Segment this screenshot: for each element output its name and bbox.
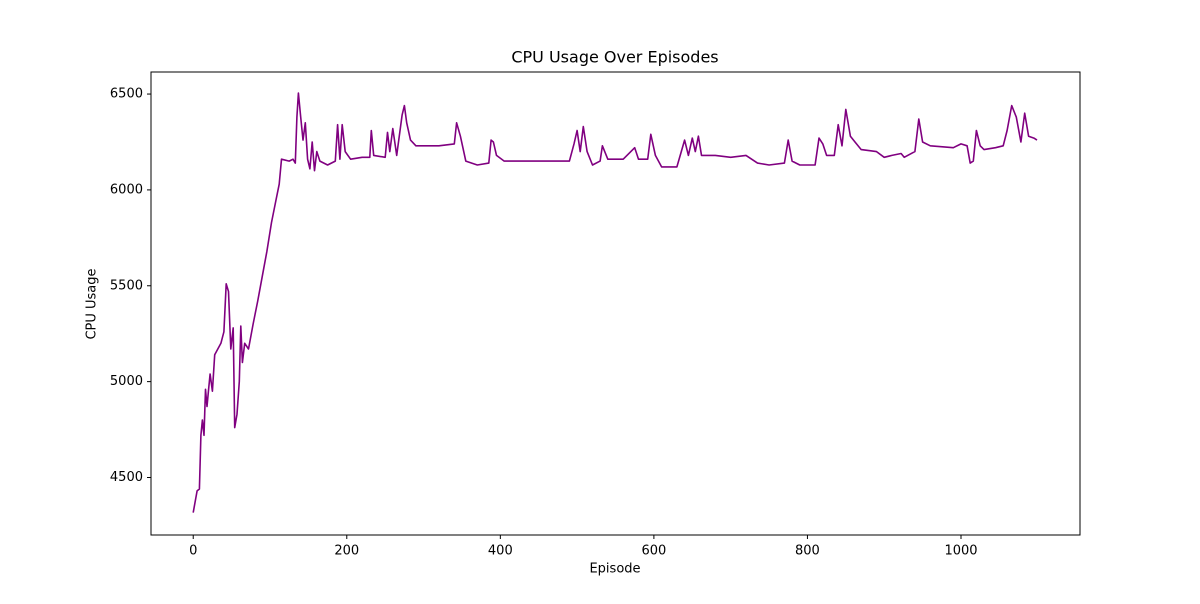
x-tick-label: 200 [334, 544, 359, 559]
data-line [192, 92, 1038, 513]
x-tick-label: 400 [488, 544, 513, 559]
y-tick-label: 6500 [110, 87, 143, 102]
x-tick-label: 600 [641, 544, 666, 559]
plot-frame [150, 71, 1081, 536]
x-tick-label: 1000 [944, 544, 977, 559]
y-tick-label: 5000 [110, 374, 143, 389]
y-tick-label: 4500 [110, 470, 143, 485]
y-tick-label: 5500 [110, 278, 143, 293]
chart-title: CPU Usage Over Episodes [511, 48, 718, 67]
y-tick-label: 6000 [110, 182, 143, 197]
x-tick-label: 800 [795, 544, 820, 559]
x-tick-label: 0 [189, 544, 197, 559]
y-axis-label: CPU Usage [85, 268, 100, 339]
x-axis-label: Episode [589, 562, 640, 577]
